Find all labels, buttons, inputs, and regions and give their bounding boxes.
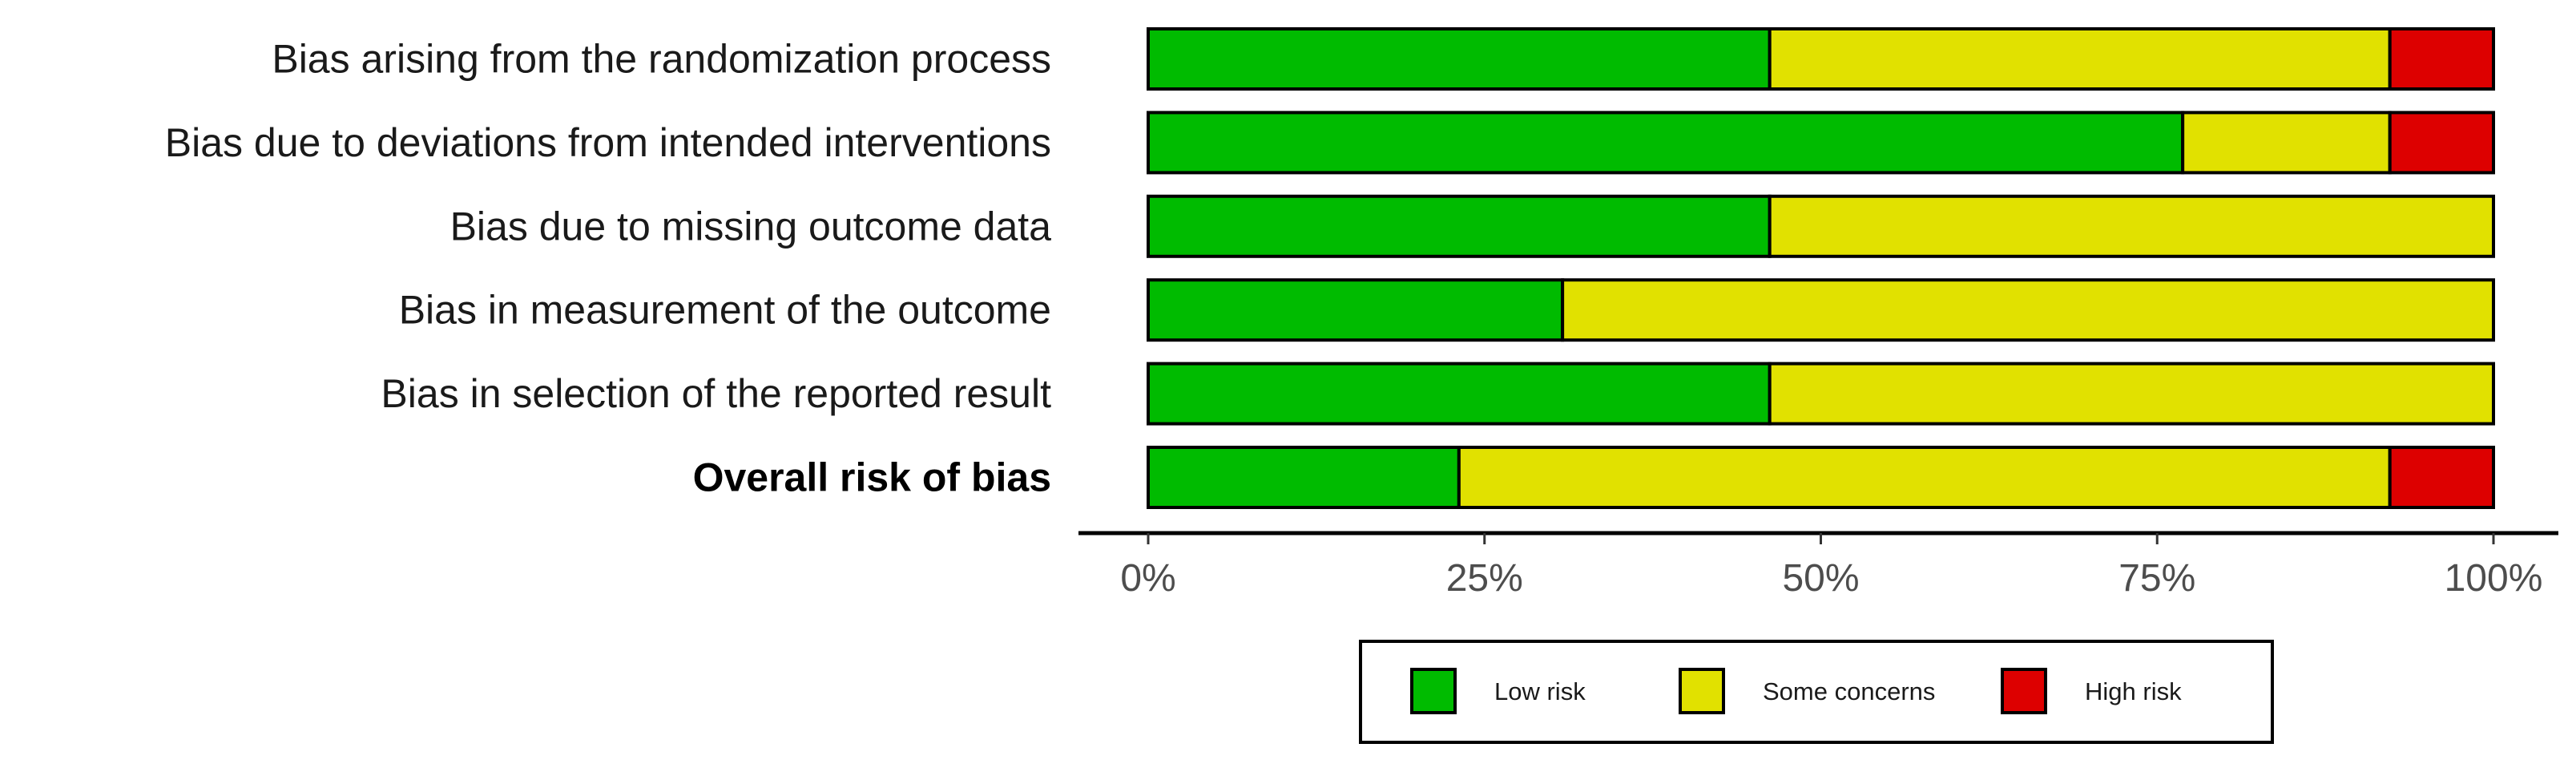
x-tick-label: 25% bbox=[1446, 557, 1523, 600]
category-label-bias-in-selection-of-the-reported-result: Bias in selection of the reported result bbox=[381, 371, 1051, 416]
legend-label-high-risk: High risk bbox=[2085, 677, 2182, 705]
category-label-bias-due-to-missing-outcome-data: Bias due to missing outcome data bbox=[450, 204, 1052, 249]
category-label-bias-due-to-deviations-from-intended-interventions: Bias due to deviations from intended int… bbox=[165, 120, 1051, 165]
bar-low-risk-bias-due-to-missing-outcome-data bbox=[1147, 194, 1772, 258]
bar-low-risk-bias-in-selection-of-the-reported-result bbox=[1147, 362, 1772, 426]
category-label-bias-arising-from-the-randomization-process: Bias arising from the randomization proc… bbox=[272, 37, 1051, 82]
legend-box bbox=[1359, 640, 2274, 744]
x-tick-label: 100% bbox=[2445, 557, 2543, 600]
legend-key-low-risk bbox=[1410, 668, 1457, 714]
bar-some-concerns-bias-in-selection-of-the-reported-result bbox=[1768, 362, 2495, 426]
bar-low-risk-bias-in-measurement-of-the-outcome bbox=[1147, 278, 1565, 342]
bar-high-risk-bias-due-to-deviations-from-intended-interventions bbox=[2388, 111, 2496, 175]
x-axis: 0% 25% 50% 75% 100% bbox=[1078, 531, 2558, 600]
x-tick-label: 50% bbox=[1782, 557, 1859, 600]
legend-key-high-risk bbox=[2001, 668, 2047, 714]
bar-some-concerns-bias-due-to-deviations-from-intended-interventions bbox=[2181, 111, 2392, 175]
legend-label-some-concerns: Some concerns bbox=[1763, 677, 1935, 705]
x-tick-label: 0% bbox=[1120, 557, 1175, 600]
category-labels: Bias arising from the randomization proc… bbox=[165, 37, 1051, 500]
bar-area bbox=[1147, 27, 2496, 509]
category-label-bias-in-measurement-of-the-outcome: Bias in measurement of the outcome bbox=[399, 288, 1051, 333]
bar-some-concerns-bias-in-measurement-of-the-outcome bbox=[1561, 278, 2495, 342]
x-tick-label: 75% bbox=[2118, 557, 2195, 600]
legend: Low risk Some concerns High risk bbox=[1359, 640, 2274, 744]
bar-some-concerns-bias-arising-from-the-randomization-process bbox=[1768, 27, 2392, 91]
bar-low-risk-overall-risk-of-bias bbox=[1147, 446, 1461, 509]
bar-some-concerns-bias-due-to-missing-outcome-data bbox=[1768, 194, 2495, 258]
bar-some-concerns-overall-risk-of-bias bbox=[1457, 446, 2392, 509]
bar-low-risk-bias-arising-from-the-randomization-process bbox=[1147, 27, 1772, 91]
bar-low-risk-bias-due-to-deviations-from-intended-interventions bbox=[1147, 111, 2185, 175]
bar-high-risk-bias-arising-from-the-randomization-process bbox=[2388, 27, 2496, 91]
legend-key-some-concerns bbox=[1679, 668, 1725, 714]
bar-high-risk-overall-risk-of-bias bbox=[2388, 446, 2496, 509]
category-label-overall-risk-of-bias: Overall risk of bias bbox=[693, 455, 1051, 500]
legend-label-low-risk: Low risk bbox=[1494, 677, 1586, 705]
